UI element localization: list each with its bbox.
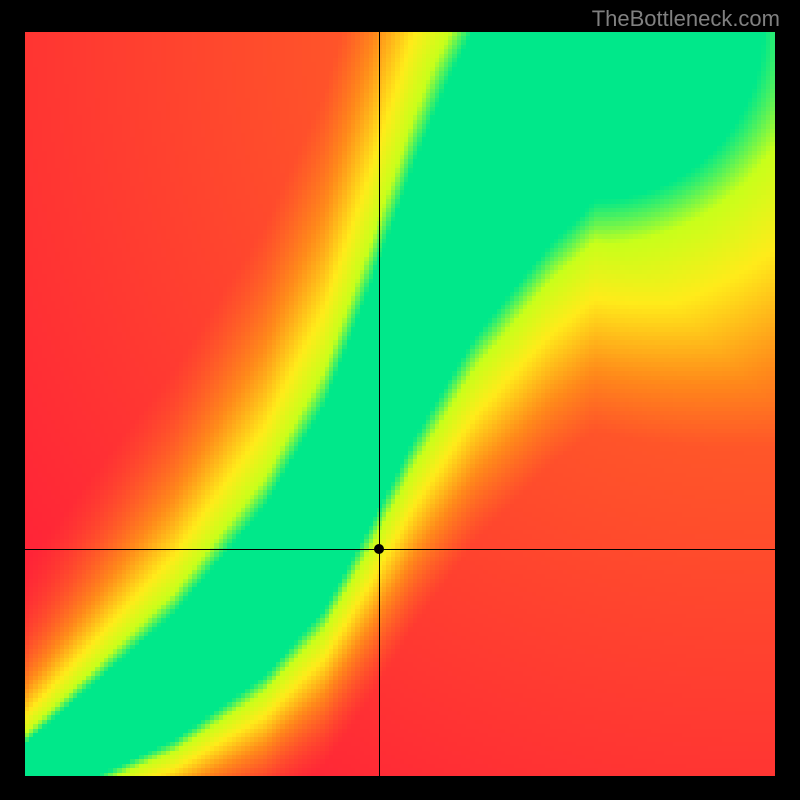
marker-dot bbox=[374, 544, 384, 554]
watermark-text: TheBottleneck.com bbox=[592, 6, 780, 32]
plot-area bbox=[25, 32, 775, 776]
heatmap-canvas bbox=[25, 32, 775, 776]
crosshair-vertical bbox=[379, 32, 380, 776]
crosshair-horizontal bbox=[25, 549, 775, 550]
figure-root: TheBottleneck.com bbox=[0, 0, 800, 800]
